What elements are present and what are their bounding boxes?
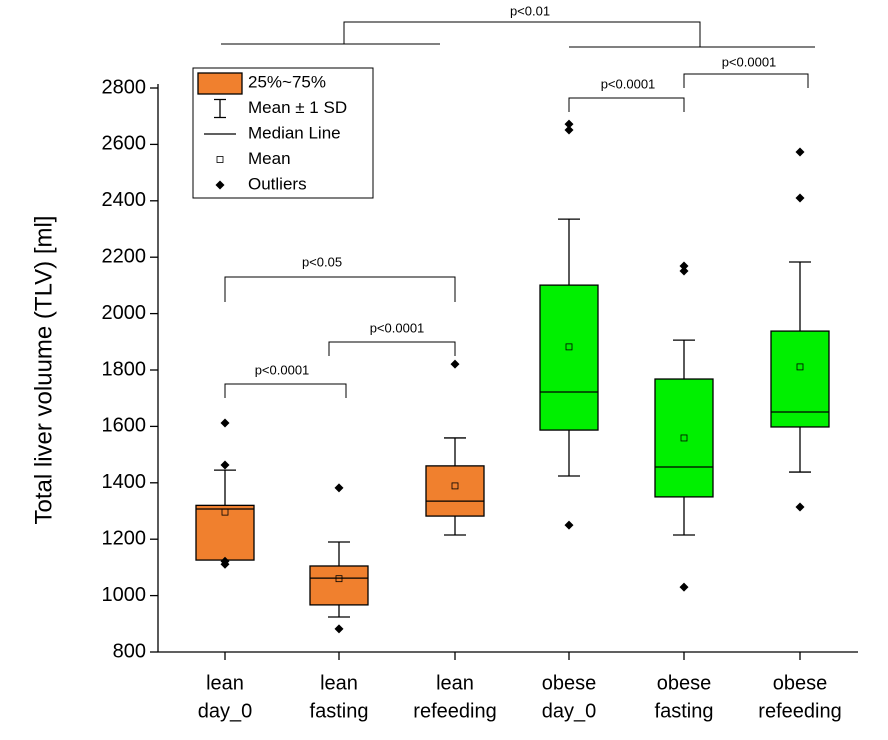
outlier xyxy=(564,125,574,135)
x-tick-label: fasting xyxy=(655,700,714,722)
x-tick-label: fasting xyxy=(310,700,369,722)
mean-marker xyxy=(221,508,229,516)
significance-bracket xyxy=(221,21,815,48)
outlier xyxy=(679,582,689,592)
box xyxy=(654,378,714,498)
mean-marker xyxy=(451,482,459,490)
x-tick-label: obese xyxy=(542,672,597,694)
legend-label: Median Line xyxy=(248,123,341,142)
box xyxy=(770,330,830,428)
x-tick-label: lean xyxy=(206,672,244,694)
outlier xyxy=(334,624,344,634)
significance-label: p<0.0001 xyxy=(722,54,777,69)
legend-frame xyxy=(192,67,374,199)
mean-marker xyxy=(680,434,688,442)
x-tick-label: lean xyxy=(436,672,474,694)
y-tick-label: 1600 xyxy=(102,415,147,437)
legend-label: 25%~75% xyxy=(248,72,326,91)
significance-bracket xyxy=(224,383,347,398)
mean-marker xyxy=(565,343,573,351)
significance-label: p<0.0001 xyxy=(370,320,425,335)
y-tick-label: 1400 xyxy=(102,471,147,493)
y-tick-label: 1200 xyxy=(102,527,147,549)
x-tick-label: obese xyxy=(773,672,828,694)
x-tick-label: refeeding xyxy=(413,700,496,722)
significance-label: p<0.0001 xyxy=(601,76,656,91)
outlier xyxy=(679,261,689,271)
y-tick-label: 2200 xyxy=(102,245,147,267)
outlier xyxy=(220,559,230,569)
x-tick-label: obese xyxy=(657,672,712,694)
box xyxy=(539,284,599,431)
x-tick-label: day_0 xyxy=(198,700,253,722)
box xyxy=(425,465,485,517)
legend-outlier xyxy=(215,180,225,190)
legend-mean xyxy=(216,156,224,163)
box xyxy=(309,565,369,606)
outlier xyxy=(795,502,805,512)
mean-marker xyxy=(796,363,804,371)
significance-bracket xyxy=(328,341,456,356)
outlier xyxy=(220,460,230,470)
y-tick-label: 2000 xyxy=(102,302,147,324)
outlier xyxy=(679,266,689,276)
significance-label: p<0.0001 xyxy=(255,362,310,377)
y-tick-label: 1000 xyxy=(102,584,147,606)
legend-label: Outliers xyxy=(248,174,307,193)
x-tick-label: day_0 xyxy=(542,700,597,722)
outlier xyxy=(220,418,230,428)
significance-bracket xyxy=(683,73,809,88)
significance-bracket xyxy=(568,97,685,112)
box xyxy=(195,504,255,561)
legend-whisker xyxy=(214,98,226,119)
x-tick-label: refeeding xyxy=(758,700,841,722)
legend-swatch xyxy=(197,72,243,95)
outlier xyxy=(564,119,574,129)
y-tick-label: 1800 xyxy=(102,358,147,380)
significance-bracket xyxy=(224,276,456,302)
outlier xyxy=(334,483,344,493)
significance-label: p<0.05 xyxy=(302,254,342,269)
y-tick-label: 800 xyxy=(113,640,146,662)
outlier xyxy=(450,359,460,369)
y-tick-label: 2600 xyxy=(102,133,147,155)
outlier xyxy=(795,193,805,203)
significance-label: p<0.01 xyxy=(510,3,550,18)
outlier xyxy=(795,147,805,157)
x-tick-label: lean xyxy=(320,672,358,694)
legend-label: Mean ± 1 SD xyxy=(248,98,347,117)
y-axis-label: Total liver voluume (TLV) [ml] xyxy=(30,216,57,525)
mean-marker xyxy=(335,575,343,583)
y-tick-label: 2400 xyxy=(102,189,147,211)
y-tick-label: 2800 xyxy=(102,76,147,98)
outlier xyxy=(564,520,574,530)
legend-label: Mean xyxy=(248,149,291,168)
